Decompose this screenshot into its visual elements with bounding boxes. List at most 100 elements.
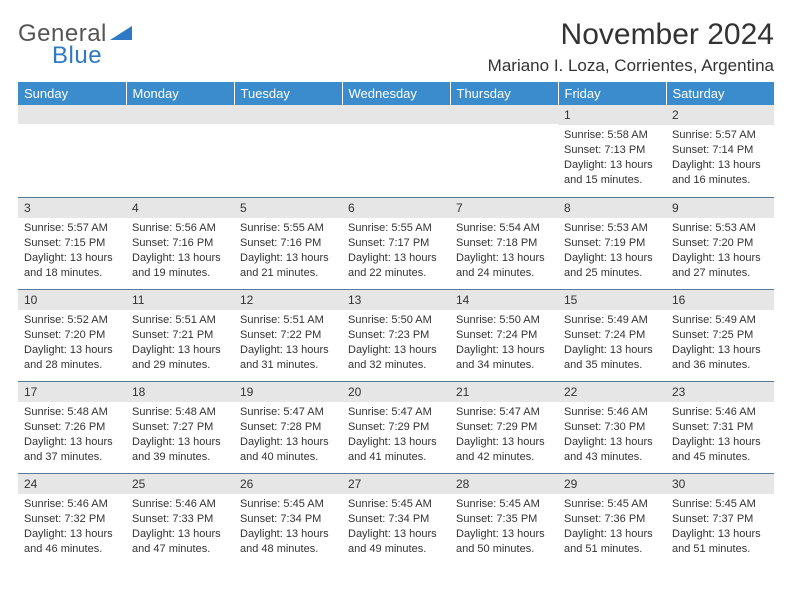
sunrise-line: Sunrise: 5:56 AM [132, 221, 228, 236]
weekday-header: Wednesday [342, 82, 450, 105]
daylight-line: Daylight: 13 hours and 47 minutes. [132, 527, 228, 557]
sunset-line: Sunset: 7:17 PM [348, 236, 444, 251]
sunrise-line: Sunrise: 5:45 AM [672, 497, 768, 512]
weekday-header: Friday [558, 82, 666, 105]
daylight-line: Daylight: 13 hours and 32 minutes. [348, 343, 444, 373]
calendar-day-cell: 23 Sunrise: 5:46 AMSunset: 7:31 PMDayligh… [666, 381, 774, 473]
day-body: Sunrise: 5:49 AMSunset: 7:25 PMDaylight:… [666, 310, 774, 378]
weekday-header: Tuesday [234, 82, 342, 105]
day-number-bar: 7 [450, 197, 558, 218]
day-number-bar: 21 [450, 381, 558, 402]
day-body: Sunrise: 5:46 AMSunset: 7:32 PMDaylight:… [18, 494, 126, 562]
sunrise-line: Sunrise: 5:49 AM [672, 313, 768, 328]
daylight-line: Daylight: 13 hours and 28 minutes. [24, 343, 120, 373]
day-body: Sunrise: 5:57 AMSunset: 7:15 PMDaylight:… [18, 218, 126, 286]
daylight-line: Daylight: 13 hours and 37 minutes. [24, 435, 120, 465]
day-number: 26 [240, 477, 253, 491]
sunset-line: Sunset: 7:14 PM [672, 143, 768, 158]
daylight-line: Daylight: 13 hours and 27 minutes. [672, 251, 768, 281]
day-number-bar: 1 [558, 105, 666, 125]
day-body: Sunrise: 5:46 AMSunset: 7:30 PMDaylight:… [558, 402, 666, 470]
daylight-line: Daylight: 13 hours and 16 minutes. [672, 158, 768, 188]
header: General Blue November 2024 Mariano I. Lo… [18, 18, 774, 76]
sunrise-line: Sunrise: 5:50 AM [348, 313, 444, 328]
sunrise-line: Sunrise: 5:53 AM [672, 221, 768, 236]
day-body: Sunrise: 5:47 AMSunset: 7:29 PMDaylight:… [450, 402, 558, 470]
day-number: 8 [564, 201, 571, 215]
sunrise-line: Sunrise: 5:46 AM [672, 405, 768, 420]
logo: General Blue [18, 18, 132, 70]
sunset-line: Sunset: 7:31 PM [672, 420, 768, 435]
daylight-line: Daylight: 13 hours and 45 minutes. [672, 435, 768, 465]
calendar-week-row: 17Sunrise: 5:48 AMSunset: 7:26 PMDayligh… [18, 381, 774, 473]
sunset-line: Sunset: 7:20 PM [24, 328, 120, 343]
day-number: 28 [456, 477, 469, 491]
sunrise-line: Sunrise: 5:58 AM [564, 128, 660, 143]
day-body: Sunrise: 5:51 AMSunset: 7:22 PMDaylight:… [234, 310, 342, 378]
day-body: Sunrise: 5:45 AMSunset: 7:36 PMDaylight:… [558, 494, 666, 562]
calendar-day-cell: 4Sunrise: 5:56 AMSunset: 7:16 PMDaylight… [126, 197, 234, 289]
day-body: Sunrise: 5:56 AMSunset: 7:16 PMDaylight:… [126, 218, 234, 286]
sunset-line: Sunset: 7:27 PM [132, 420, 228, 435]
day-number-bar: 18 [126, 381, 234, 402]
day-number: 9 [672, 201, 679, 215]
calendar-week-row: 10Sunrise: 5:52 AMSunset: 7:20 PMDayligh… [18, 289, 774, 381]
day-number-bar: 13 [342, 289, 450, 310]
day-number-bar: 20 [342, 381, 450, 402]
daylight-line: Daylight: 13 hours and 25 minutes. [564, 251, 660, 281]
calendar-day-cell: 3Sunrise: 5:57 AMSunset: 7:15 PMDaylight… [18, 197, 126, 289]
day-number-bar: 14 [450, 289, 558, 310]
calendar-day-cell: 27Sunrise: 5:45 AMSunset: 7:34 PMDayligh… [342, 473, 450, 565]
daylight-line: Daylight: 13 hours and 43 minutes. [564, 435, 660, 465]
day-number: 25 [132, 477, 145, 491]
calendar-day-cell: 26 Sunrise: 5:45 AMSunset: 7:34 PMDayligh… [234, 473, 342, 565]
daylight-line: Daylight: 13 hours and 36 minutes. [672, 343, 768, 373]
day-number: 23 [672, 385, 685, 399]
day-number: 24 [24, 477, 37, 491]
calendar-day-cell [18, 105, 126, 197]
daylight-line: Daylight: 13 hours and 19 minutes. [132, 251, 228, 281]
day-number-bar: 27 [342, 473, 450, 494]
sunset-line: Sunset: 7:15 PM [24, 236, 120, 251]
sunset-line: Sunset: 7:16 PM [240, 236, 336, 251]
day-number-bar: 11 [126, 289, 234, 310]
sunrise-line: Sunrise: 5:46 AM [132, 497, 228, 512]
sunrise-line: Sunrise: 5:54 AM [456, 221, 552, 236]
day-body: Sunrise: 5:47 AMSunset: 7:29 PMDaylight:… [342, 402, 450, 470]
calendar-day-cell: 12Sunrise: 5:51 AMSunset: 7:22 PMDayligh… [234, 289, 342, 381]
sunrise-line: Sunrise: 5:50 AM [456, 313, 552, 328]
title-block: November 2024 Mariano I. Loza, Corriente… [488, 18, 774, 76]
day-number-bar: 19 [234, 381, 342, 402]
calendar-day-cell: 29Sunrise: 5:45 AMSunset: 7:36 PMDayligh… [558, 473, 666, 565]
calendar-day-cell [450, 105, 558, 197]
calendar-day-cell: 2Sunrise: 5:57 AMSunset: 7:14 PMDaylight… [666, 105, 774, 197]
sunrise-line: Sunrise: 5:46 AM [564, 405, 660, 420]
day-number-bar: 23 [666, 381, 774, 402]
day-number: 21 [456, 385, 469, 399]
sunset-line: Sunset: 7:37 PM [672, 512, 768, 527]
sunrise-line: Sunrise: 5:45 AM [564, 497, 660, 512]
day-body: Sunrise: 5:58 AMSunset: 7:13 PMDaylight:… [558, 125, 666, 193]
sunset-line: Sunset: 7:35 PM [456, 512, 552, 527]
day-body: Sunrise: 5:53 AMSunset: 7:19 PMDaylight:… [558, 218, 666, 286]
day-body: Sunrise: 5:57 AMSunset: 7:14 PMDaylight:… [666, 125, 774, 193]
sunset-line: Sunset: 7:29 PM [456, 420, 552, 435]
calendar-day-cell: 14Sunrise: 5:50 AMSunset: 7:24 PMDayligh… [450, 289, 558, 381]
calendar-day-cell: 9Sunrise: 5:53 AMSunset: 7:20 PMDaylight… [666, 197, 774, 289]
calendar-day-cell: 8 Sunrise: 5:53 AMSunset: 7:19 PMDaylight… [558, 197, 666, 289]
day-number-bar [342, 105, 450, 124]
weekday-header: Saturday [666, 82, 774, 105]
calendar-week-row: 24 Sunrise: 5:46 AMSunset: 7:32 PMDayligh… [18, 473, 774, 565]
day-body: Sunrise: 5:48 AMSunset: 7:27 PMDaylight:… [126, 402, 234, 470]
sunset-line: Sunset: 7:29 PM [348, 420, 444, 435]
day-number-bar: 5 [234, 197, 342, 218]
day-body: Sunrise: 5:50 AMSunset: 7:23 PMDaylight:… [342, 310, 450, 378]
daylight-line: Daylight: 13 hours and 48 minutes. [240, 527, 336, 557]
calendar-day-cell: 30Sunrise: 5:45 AMSunset: 7:37 PMDayligh… [666, 473, 774, 565]
calendar-day-cell [342, 105, 450, 197]
day-number-bar: 28 [450, 473, 558, 494]
day-number-bar [234, 105, 342, 124]
sunset-line: Sunset: 7:24 PM [564, 328, 660, 343]
day-body: Sunrise: 5:45 AMSunset: 7:34 PMDaylight:… [234, 494, 342, 562]
day-number: 22 [564, 385, 577, 399]
